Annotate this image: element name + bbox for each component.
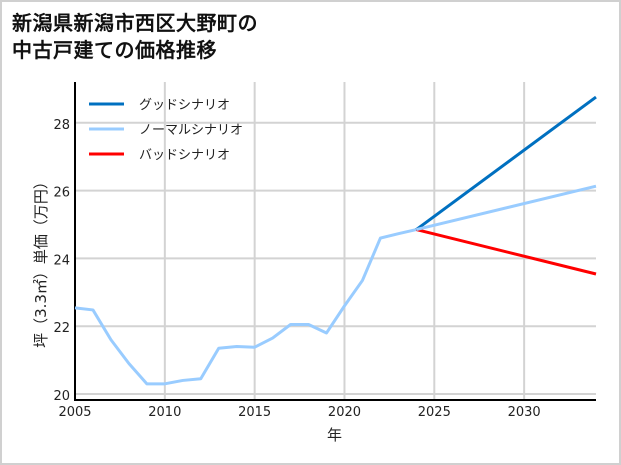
x-tick-label: 2010: [148, 405, 181, 420]
y-tick-label: 24: [53, 253, 70, 268]
y-tick-label: 28: [53, 118, 70, 133]
series-line-good: [415, 95, 597, 231]
legend-label: ノーマルシナリオ: [139, 123, 243, 138]
x-axis-label: 年: [327, 426, 342, 444]
series-line-history: [74, 228, 417, 386]
x-tick-label: 2005: [58, 405, 91, 420]
title-line-2: 中古戸建ての価格推移: [12, 38, 217, 62]
x-tick-label: 2030: [508, 405, 541, 420]
y-tick-label: 22: [53, 321, 70, 336]
chart-title: 新潟県新潟市西区大野町の 中古戸建ての価格推移: [12, 10, 258, 64]
x-tick-label: 2020: [328, 405, 361, 420]
series-line-bad: [415, 228, 597, 276]
x-tick-label: 2015: [238, 405, 271, 420]
x-tick-label: 2025: [418, 405, 451, 420]
legend-label: バッドシナリオ: [139, 148, 230, 163]
series-line-normal: [415, 184, 597, 232]
y-axis-label: 坪（3.3㎡）単価（万円）: [32, 174, 50, 348]
y-tick-label: 20: [53, 389, 70, 404]
legend-label: グッドシナリオ: [139, 98, 230, 113]
y-tick-label: 26: [53, 186, 70, 201]
title-line-1: 新潟県新潟市西区大野町の: [12, 11, 258, 35]
